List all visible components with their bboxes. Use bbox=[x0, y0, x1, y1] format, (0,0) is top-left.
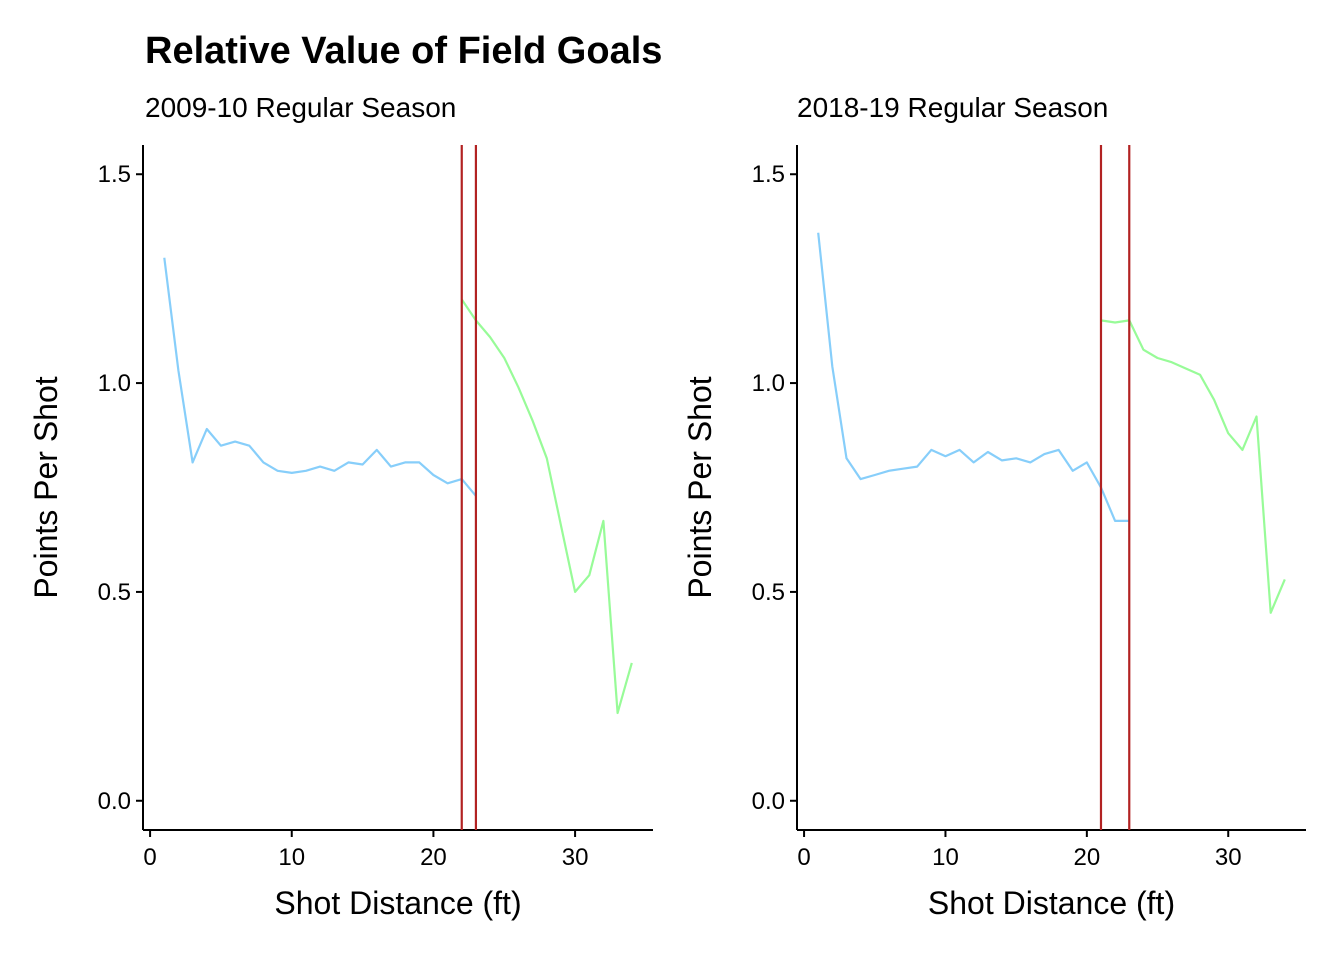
chart-title: Relative Value of Field Goals bbox=[145, 30, 663, 72]
x-tick-label: 30 bbox=[1215, 844, 1242, 871]
x-axis-title: Shot Distance (ft) bbox=[274, 885, 521, 921]
y-axis-title: Points Per Shot bbox=[28, 376, 64, 598]
panel-1: 0.0 0.5 1.0 1.5 0 10 20 30 Shot Distance (ft) Poi… bbox=[28, 145, 653, 921]
three-point-series-line bbox=[1100, 319, 1286, 614]
y-tick-label: 0.0 bbox=[752, 788, 785, 815]
y-tick-label: 1.0 bbox=[98, 370, 131, 397]
y-tick-label: 1.5 bbox=[752, 161, 785, 188]
y-axis-title: Points Per Shot bbox=[682, 376, 718, 598]
left-panel-subtitle: 2009-10 Regular Season bbox=[145, 92, 457, 123]
three-point-series-line bbox=[460, 298, 633, 715]
x-tick-label: 20 bbox=[1073, 844, 1100, 871]
x-axis-title: Shot Distance (ft) bbox=[928, 885, 1175, 921]
x-tick-label: 30 bbox=[562, 844, 589, 871]
y-tick-label: 0.0 bbox=[98, 788, 131, 815]
two-point-series-line bbox=[163, 257, 477, 497]
two-point-series-line bbox=[817, 232, 1130, 523]
y-tick-label: 1.0 bbox=[752, 370, 785, 397]
y-tick-label: 1.5 bbox=[98, 161, 131, 188]
right-panel-subtitle: 2018-19 Regular Season bbox=[797, 92, 1109, 123]
x-tick-label: 0 bbox=[797, 844, 810, 871]
y-tick-label: 0.5 bbox=[98, 579, 131, 606]
panel-2: 0.0 0.5 1.0 1.5 0 10 20 30 Shot Distance (ft) Poi… bbox=[682, 145, 1306, 921]
x-tick-label: 10 bbox=[932, 844, 959, 871]
x-tick-label: 0 bbox=[143, 844, 156, 871]
x-tick-label: 20 bbox=[420, 844, 447, 871]
y-tick-label: 0.5 bbox=[752, 579, 785, 606]
x-tick-label: 10 bbox=[278, 844, 305, 871]
